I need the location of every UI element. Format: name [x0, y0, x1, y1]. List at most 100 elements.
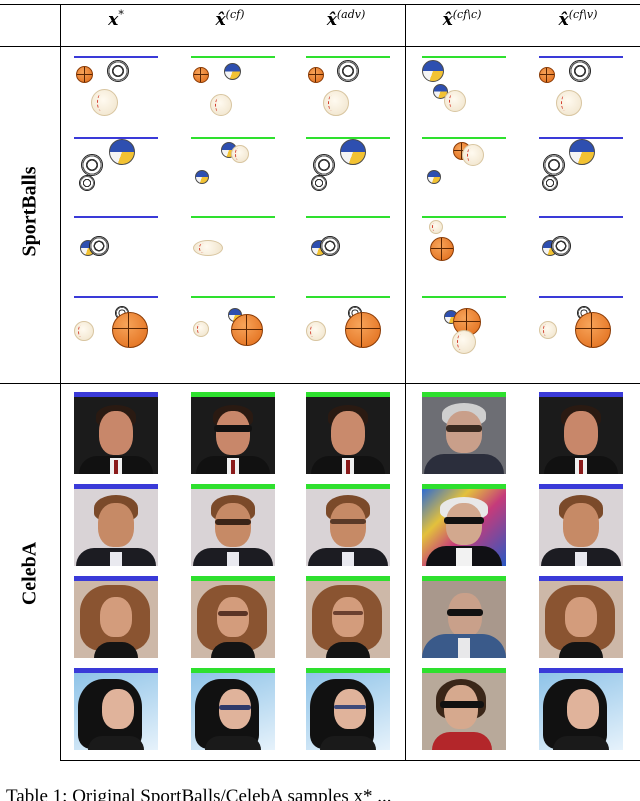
sample-sportballs-3-cf-v	[539, 216, 627, 286]
sample-sportballs-4-cf-c	[422, 296, 510, 366]
row-label-celeba: CelebA	[18, 541, 41, 606]
sunglasses-icon	[218, 611, 248, 616]
sample-celeba-2-cf-v	[539, 484, 627, 568]
sample-celeba-1-cf-c	[422, 392, 510, 476]
sunglasses-icon	[446, 425, 482, 432]
basketball-icon	[193, 67, 209, 83]
baseball-icon	[210, 94, 232, 116]
sunglasses-icon	[215, 519, 251, 525]
column-header-cf-c: x̂(cf\c)	[442, 8, 482, 30]
sample-celeba-2-adv	[306, 484, 394, 568]
sample-sportballs-4-adv	[306, 296, 394, 366]
sample-sportballs-3-cf-c	[422, 216, 510, 286]
sunglasses-icon	[440, 701, 484, 708]
sample-celeba-2-cf	[191, 484, 279, 568]
column-header-adv: x̂(adv)	[326, 8, 366, 30]
soccer-ball-icon	[542, 175, 558, 191]
sample-celeba-3-original	[74, 576, 162, 660]
volleyball-icon	[340, 139, 366, 165]
soccer-ball-icon	[311, 175, 327, 191]
sample-celeba-3-cf-v	[539, 576, 627, 660]
soccer-ball-icon	[320, 236, 340, 256]
baseball-icon	[91, 89, 118, 116]
sample-celeba-4-cf-c	[422, 668, 510, 752]
soccer-ball-icon	[551, 236, 571, 256]
sample-celeba-4-adv	[306, 668, 394, 752]
sample-celeba-3-adv	[306, 576, 394, 660]
sample-celeba-3-cf-c	[422, 576, 510, 660]
baseball-icon	[556, 90, 582, 116]
top-rule	[0, 4, 640, 5]
soccer-ball-icon	[313, 154, 335, 176]
baseball-icon	[462, 144, 484, 166]
soccer-ball-icon	[89, 236, 109, 256]
sunglasses-icon	[334, 705, 366, 709]
volleyball-icon	[224, 63, 241, 80]
basketball-icon	[539, 67, 555, 83]
sample-sportballs-1-adv	[306, 56, 394, 126]
sample-celeba-2-original	[74, 484, 162, 568]
sample-sportballs-1-original	[74, 56, 162, 126]
soccer-ball-icon	[337, 60, 359, 82]
row-label-sportballs: SportBalls	[18, 166, 41, 257]
baseball-icon	[193, 321, 209, 337]
baseball-icon	[444, 90, 466, 112]
label-separator	[60, 4, 61, 760]
sample-sportballs-4-cf	[191, 296, 279, 366]
section-rule	[0, 383, 640, 384]
baseball-icon	[74, 321, 94, 341]
baseball-icon	[193, 240, 223, 256]
baseball-icon	[539, 321, 557, 339]
sample-celeba-2-cf-c	[422, 484, 510, 568]
volleyball-icon	[195, 170, 209, 184]
group-separator	[405, 4, 406, 760]
column-header-original: x*	[108, 8, 124, 30]
volleyball-icon	[427, 170, 441, 184]
baseball-icon	[306, 321, 326, 341]
baseball-icon	[452, 330, 476, 354]
sample-celeba-1-original	[74, 392, 162, 476]
basketball-icon	[345, 312, 381, 348]
basketball-icon	[430, 237, 454, 261]
sample-sportballs-2-cf	[191, 137, 279, 207]
sunglasses-icon	[214, 425, 252, 432]
baseball-icon	[429, 220, 443, 234]
sunglasses-icon	[219, 705, 251, 710]
sample-sportballs-4-original	[74, 296, 162, 366]
sample-sportballs-2-cf-v	[539, 137, 627, 207]
soccer-ball-icon	[79, 175, 95, 191]
sample-sportballs-4-cf-v	[539, 296, 627, 366]
baseball-icon	[231, 145, 249, 163]
sample-celeba-4-cf-v	[539, 668, 627, 752]
table-caption: Table 1: Original SportBalls/CelebA samp…	[6, 786, 392, 801]
basketball-icon	[575, 312, 611, 348]
basketball-icon	[308, 67, 324, 83]
volleyball-icon	[569, 139, 595, 165]
basketball-icon	[76, 66, 93, 83]
volleyball-icon	[109, 139, 135, 165]
sample-celeba-4-cf	[191, 668, 279, 752]
sample-sportballs-3-adv	[306, 216, 394, 286]
baseball-icon	[323, 90, 349, 116]
sunglasses-icon	[447, 609, 483, 616]
sample-celeba-4-original	[74, 668, 162, 752]
sample-sportballs-1-cf	[191, 56, 279, 126]
sample-sportballs-2-cf-c	[422, 137, 510, 207]
sunglasses-icon	[333, 611, 363, 615]
soccer-ball-icon	[107, 60, 129, 82]
basketball-icon	[112, 312, 148, 348]
sample-sportballs-2-original	[74, 137, 162, 207]
sample-celeba-1-cf	[191, 392, 279, 476]
header-rule	[0, 46, 640, 47]
sample-sportballs-2-adv	[306, 137, 394, 207]
soccer-ball-icon	[569, 60, 591, 82]
sample-sportballs-1-cf-v	[539, 56, 627, 126]
soccer-ball-icon	[81, 154, 103, 176]
sample-celeba-1-cf-v	[539, 392, 627, 476]
sample-sportballs-3-cf	[191, 216, 279, 286]
basketball-icon	[231, 314, 263, 346]
sample-sportballs-1-cf-c	[422, 56, 510, 126]
sample-sportballs-3-original	[74, 216, 162, 286]
bottom-rule	[60, 760, 640, 761]
soccer-ball-icon	[543, 154, 565, 176]
